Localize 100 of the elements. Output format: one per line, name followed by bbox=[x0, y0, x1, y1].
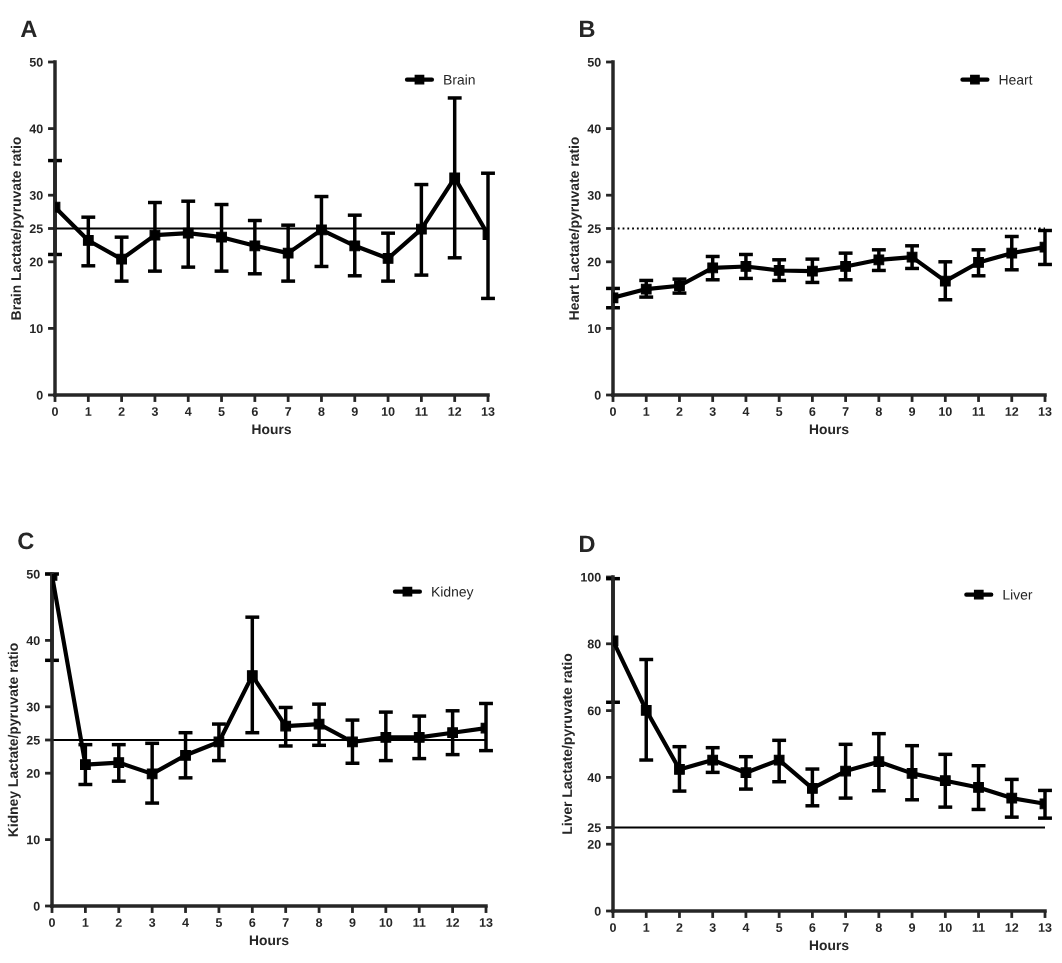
y-tick-label: 20 bbox=[26, 769, 40, 778]
x-tick-label: 7 bbox=[285, 407, 292, 416]
x-tick-label: 7 bbox=[282, 918, 289, 927]
x-tick-label: 2 bbox=[676, 407, 683, 416]
x-tick-label: 11 bbox=[972, 923, 985, 932]
y-tick-label: 0 bbox=[36, 390, 43, 400]
y-tick-label: 50 bbox=[26, 569, 40, 579]
x-tick-label: 11 bbox=[413, 918, 426, 927]
x-tick-label: 2 bbox=[115, 918, 122, 927]
x-tick-label: 0 bbox=[49, 918, 55, 927]
legend-label: Heart bbox=[999, 75, 1033, 85]
x-tick-label: 10 bbox=[381, 407, 395, 416]
chart-title: D bbox=[580, 535, 595, 552]
x-tick-label: 8 bbox=[316, 918, 323, 927]
y-tick-label: 40 bbox=[29, 124, 43, 134]
y-tick-label: 40 bbox=[26, 636, 40, 646]
x-tick-label: 2 bbox=[118, 407, 125, 416]
x-tick-label: 4 bbox=[182, 918, 189, 927]
x-tick-label: 7 bbox=[842, 407, 849, 416]
x-tick-label: 0 bbox=[610, 407, 616, 416]
x-axis-title: Hours bbox=[252, 424, 291, 435]
x-tick-label: 8 bbox=[875, 923, 882, 932]
legend-label: Brain bbox=[444, 74, 475, 85]
x-tick-label: 3 bbox=[148, 918, 156, 927]
x-tick-label: 3 bbox=[709, 923, 716, 932]
x-tick-label: 10 bbox=[939, 407, 952, 416]
x-tick-label: 9 bbox=[909, 923, 916, 932]
x-tick-label: 12 bbox=[448, 407, 462, 416]
x-tick-label: 11 bbox=[415, 407, 428, 416]
y-tick-label: 30 bbox=[587, 191, 601, 200]
y-tick-label: 20 bbox=[29, 257, 43, 267]
y-tick-label: 50 bbox=[29, 57, 43, 67]
x-axis-title: Hours bbox=[809, 424, 849, 435]
x-tick-label: 0 bbox=[610, 923, 616, 932]
y-axis-title: Heart Lactate/pyruvate ratio bbox=[568, 137, 582, 320]
x-tick-label: 6 bbox=[809, 407, 816, 416]
chart-title: A bbox=[20, 20, 37, 38]
y-tick-label: 10 bbox=[588, 324, 601, 334]
legend-label: Kidney bbox=[432, 586, 474, 600]
x-tick-label: 1 bbox=[85, 407, 92, 416]
x-tick-label: 13 bbox=[479, 918, 493, 927]
y-axis-title: Brain Lactate/pyruvate ratio bbox=[10, 137, 24, 320]
y-tick-label: 30 bbox=[26, 702, 40, 712]
x-tick-label: 4 bbox=[742, 923, 750, 932]
x-tick-label: 1 bbox=[82, 918, 89, 927]
x-tick-label: 2 bbox=[676, 923, 683, 932]
y-tick-label: 20 bbox=[587, 257, 601, 267]
x-tick-label: 13 bbox=[1038, 923, 1052, 932]
y-tick-label: 0 bbox=[594, 906, 601, 916]
x-tick-label: 6 bbox=[249, 918, 256, 927]
x-tick-label: 3 bbox=[151, 407, 158, 416]
y-tick-label: 50 bbox=[587, 57, 601, 67]
y-tick-label: 0 bbox=[33, 901, 40, 911]
y-axis-title: Kidney Lactate/pyruvate ratio bbox=[7, 643, 21, 837]
y-tick-label: 25 bbox=[587, 823, 601, 833]
x-tick-label: 3 bbox=[709, 407, 716, 416]
x-tick-label: 6 bbox=[251, 407, 258, 416]
x-tick-label: 6 bbox=[809, 923, 816, 932]
x-tick-label: 5 bbox=[776, 407, 783, 416]
x-axis-title: Hours bbox=[249, 935, 289, 946]
y-tick-label: 80 bbox=[587, 639, 601, 649]
x-tick-label: 7 bbox=[842, 923, 849, 932]
y-tick-label: 25 bbox=[26, 735, 40, 745]
x-tick-label: 9 bbox=[349, 918, 356, 927]
y-tick-label: 25 bbox=[29, 224, 43, 234]
x-tick-label: 8 bbox=[318, 407, 325, 416]
x-tick-label: 12 bbox=[1005, 407, 1019, 416]
y-tick-label: 10 bbox=[30, 324, 43, 334]
x-tick-label: 10 bbox=[379, 918, 393, 927]
y-tick-label: 10 bbox=[27, 835, 40, 845]
x-tick-label: 13 bbox=[1038, 407, 1052, 416]
x-tick-label: 1 bbox=[643, 923, 650, 932]
y-tick-label: 100 bbox=[581, 572, 601, 582]
x-tick-label: 11 bbox=[972, 407, 985, 416]
chart-title: B bbox=[580, 20, 595, 38]
x-tick-label: 10 bbox=[939, 923, 952, 932]
x-tick-label: 12 bbox=[446, 918, 460, 927]
x-tick-label: 5 bbox=[776, 923, 783, 932]
x-axis-title: Hours bbox=[809, 940, 849, 951]
x-tick-label: 1 bbox=[643, 407, 650, 416]
x-tick-label: 9 bbox=[351, 407, 358, 416]
y-tick-label: 25 bbox=[587, 224, 601, 234]
y-tick-label: 40 bbox=[587, 124, 601, 134]
y-tick-label: 30 bbox=[29, 191, 43, 200]
x-tick-label: 5 bbox=[215, 918, 223, 927]
x-tick-label: 4 bbox=[742, 407, 750, 416]
y-tick-label: 60 bbox=[587, 706, 601, 716]
x-tick-label: 0 bbox=[52, 407, 58, 416]
x-tick-label: 12 bbox=[1005, 923, 1019, 932]
y-tick-label: 40 bbox=[587, 773, 601, 783]
y-tick-label: 20 bbox=[587, 840, 601, 849]
x-tick-label: 13 bbox=[481, 407, 495, 416]
x-tick-label: 8 bbox=[875, 407, 882, 416]
y-tick-label: 0 bbox=[594, 390, 601, 400]
x-tick-label: 4 bbox=[184, 407, 192, 416]
y-axis-title: Liver Lactate/pyruvate ratio bbox=[561, 653, 575, 834]
x-tick-label: 9 bbox=[909, 407, 916, 416]
legend-label: Liver bbox=[1003, 589, 1033, 600]
x-tick-label: 5 bbox=[218, 407, 225, 416]
chart-title: C bbox=[18, 532, 34, 550]
